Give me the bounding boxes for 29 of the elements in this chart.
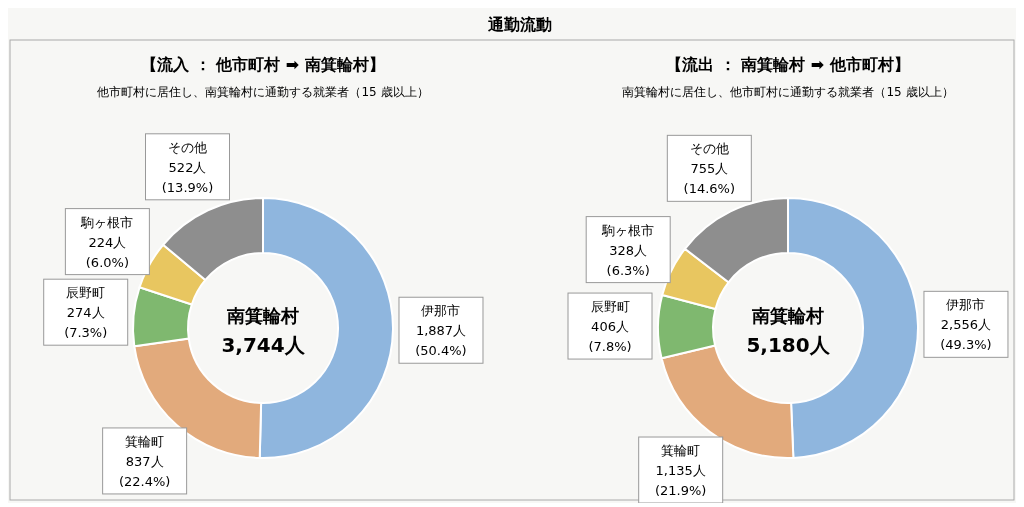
slice-label: 辰野町 <box>590 299 630 315</box>
text: 南箕輪村 <box>751 305 824 326</box>
text: 南箕輪村 <box>226 305 299 326</box>
slice-label: 箕輪町 <box>125 433 165 449</box>
slice-label: 伊那市 <box>421 303 461 319</box>
slice-label: 駒ヶ根市 <box>80 214 134 230</box>
slice-label: その他 <box>168 139 207 155</box>
text: 5,180人 <box>746 333 831 357</box>
data-label: 274人 (7.3%) <box>64 305 108 341</box>
chart-subtitle: 南箕輪村に居住し、他市町村に通勤する就業者（15 歳以上） <box>622 85 954 99</box>
chart-title: 【流入 ： 他市町村 ➡ 南箕輪村】 <box>141 55 385 74</box>
slice-label: 伊那市 <box>946 297 986 313</box>
data-label: 224人 (6.0%) <box>85 234 129 270</box>
data-label: 837人 (22.4%) <box>118 453 171 489</box>
text: 通勤流動 <box>487 15 552 34</box>
chart-subtitle: 他市町村に居住し、南箕輪村に通勤する就業者（15 歳以上） <box>97 85 429 99</box>
slice-label: 箕輪町 <box>661 443 701 459</box>
chart-title: 【流出 ： 南箕輪村 ➡ 他市町村】 <box>666 55 910 74</box>
data-label: 328人 (6.3%) <box>606 242 650 278</box>
data-label: 2,556人 (49.3%) <box>940 317 992 353</box>
data-label: 522人 (13.9%) <box>161 159 214 195</box>
data-label: 406人 (7.8%) <box>588 319 632 355</box>
slice-label: 辰野町 <box>66 285 106 301</box>
text: 3,744人 <box>221 333 306 357</box>
slice-label: その他 <box>689 141 729 157</box>
data-label: 1,135人 (21.9%) <box>654 463 707 499</box>
data-label: 1,887人 (50.4%) <box>415 323 467 359</box>
data-label: 755人 (14.6%) <box>683 161 736 197</box>
slice-label: 駒ヶ根市 <box>601 222 655 238</box>
